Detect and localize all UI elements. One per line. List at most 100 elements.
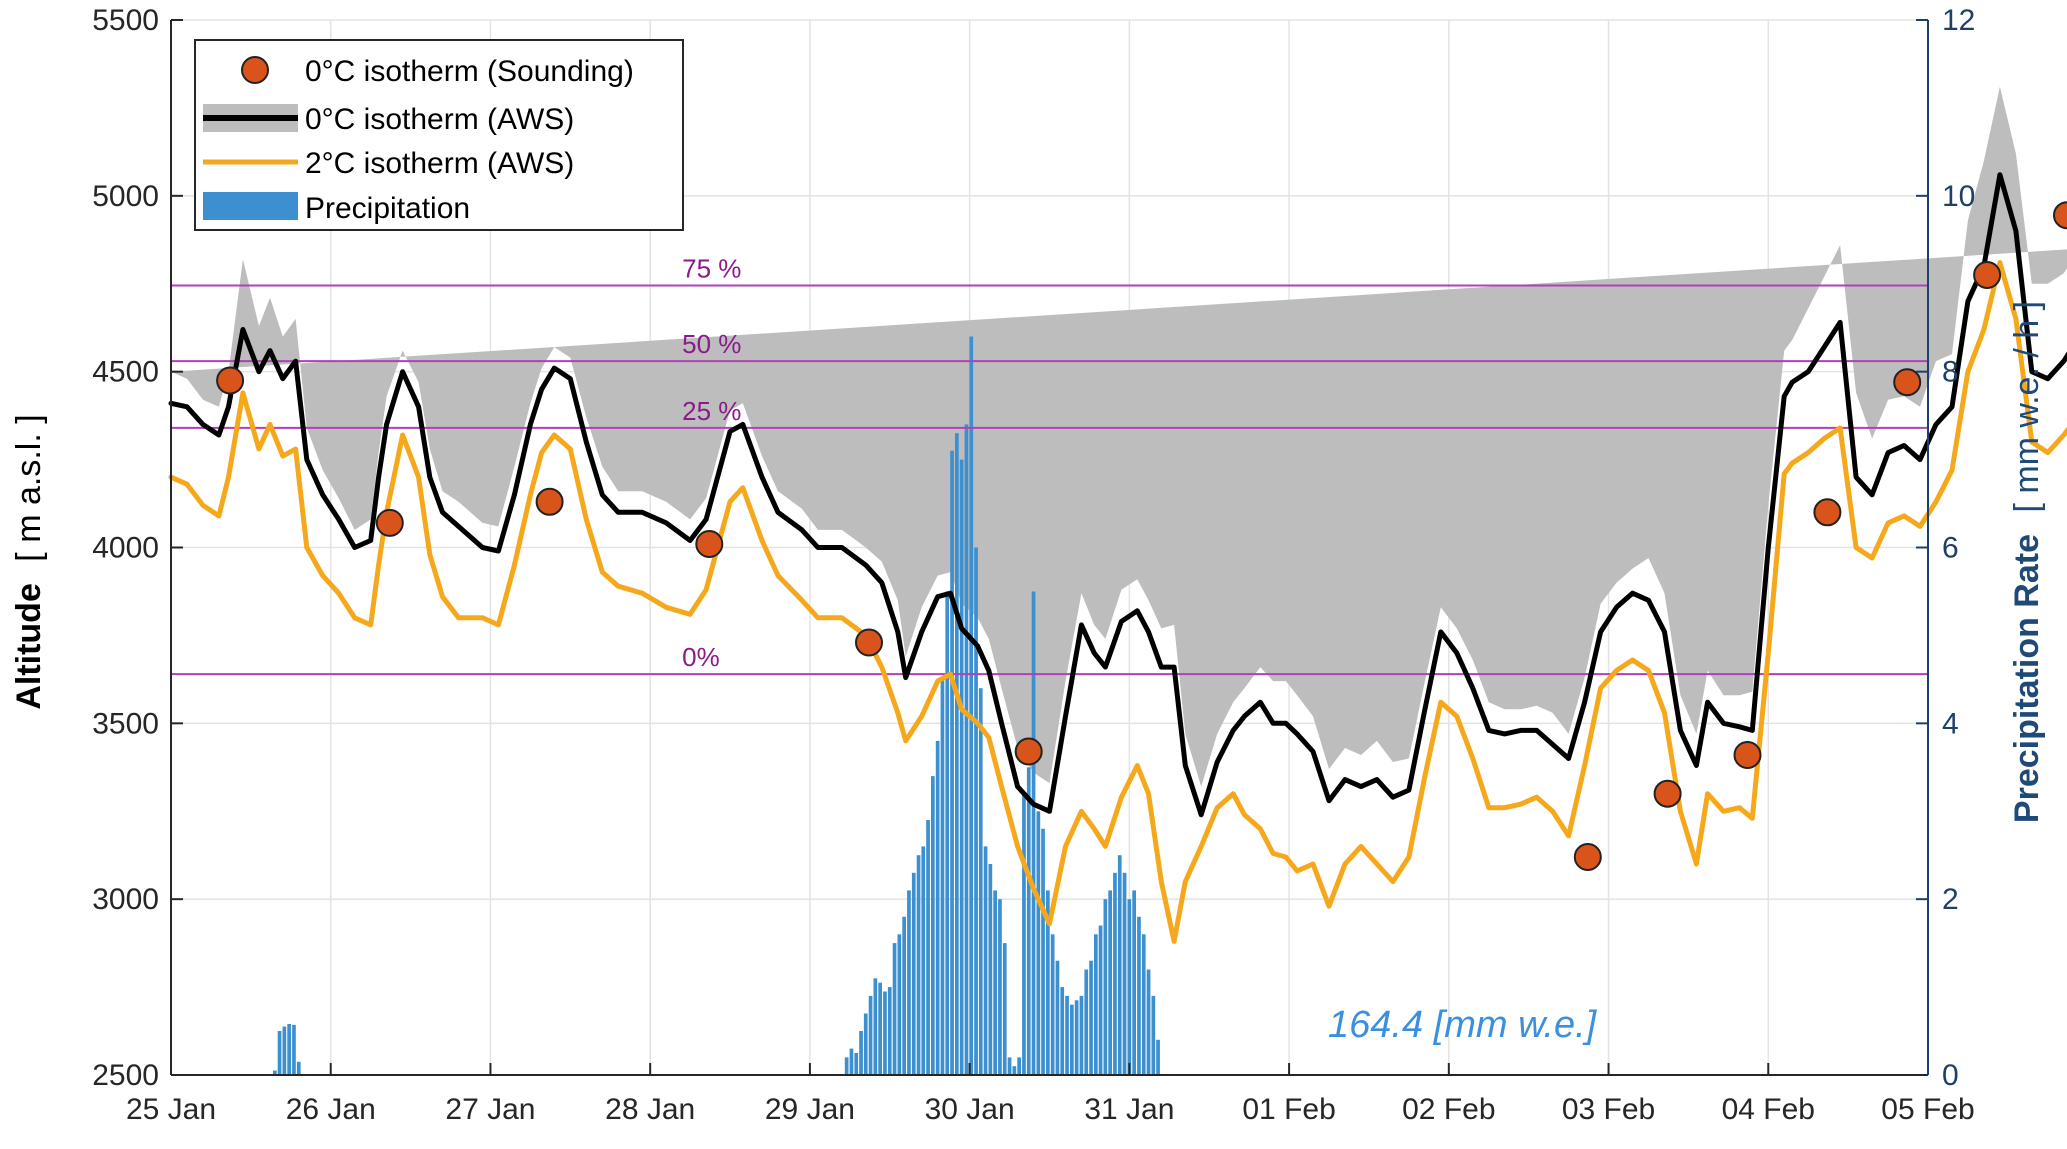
y-left-tick-label: 3500 — [92, 707, 159, 740]
right-axis-label: Precipitation Rate [ mm w.e. / h ] — [2008, 301, 2046, 823]
precipitation-bar — [955, 433, 959, 1075]
axes — [170, 19, 1929, 1076]
precipitation-bar — [1026, 767, 1031, 1075]
precipitation-bar — [296, 1061, 301, 1075]
precipitation-bar — [1113, 872, 1117, 1075]
svg-text:Precipitation Rate [ mm: Precipitation Rate [ mm w.e. / h ] — [2008, 301, 2046, 823]
precipitation-bar — [907, 890, 911, 1075]
precipitation-bar — [292, 1024, 296, 1075]
precipitation-bar — [1132, 890, 1136, 1075]
precipitation-bar — [1022, 793, 1026, 1075]
x-tick-label: 27 Jan — [445, 1093, 535, 1126]
precipitation-bar — [993, 890, 997, 1075]
legend-sounding-label: 0°C isotherm (Sounding) — [305, 55, 634, 88]
sounding-point — [1973, 261, 2002, 289]
precipitation-bar — [1117, 855, 1122, 1075]
reference-line-label: 75 % — [682, 254, 741, 284]
isotherm-0c-aws-line — [168, 172, 2067, 818]
legend-precip-label: Precipitation — [305, 192, 470, 225]
y-right-tick-label: 8 — [1942, 356, 1959, 389]
precipitation-bar — [1017, 1057, 1021, 1075]
precipitation-bar — [926, 820, 930, 1075]
sounding-point — [1653, 779, 1682, 808]
precipitation-bar — [931, 776, 935, 1075]
reference-line-label: 0% — [682, 642, 720, 672]
precipitation-bar — [902, 916, 906, 1076]
svg-text:Altitude [ m a.s.l. ]: Altitude [ m a.s.l. ] — [10, 414, 48, 709]
precipitation-bar — [287, 1024, 291, 1075]
total-annotation: 164.4 [mm w.e.] — [1328, 1004, 1598, 1046]
precipitation-bar — [1041, 828, 1045, 1075]
precipitation-bar — [1137, 916, 1141, 1076]
x-tick-label: 05 Feb — [1881, 1093, 1974, 1126]
precipitation-bar — [1050, 934, 1055, 1075]
x-tick-label: 01 Feb — [1242, 1093, 1335, 1126]
precipitation-bar — [1122, 872, 1127, 1075]
precipitation-bar — [273, 1070, 277, 1075]
precipitation-bar — [1002, 943, 1007, 1075]
x-tick-label: 28 Jan — [605, 1093, 695, 1126]
precipitation-bar — [935, 740, 940, 1075]
precipitation-bar — [1127, 899, 1132, 1075]
precipitation-bar — [911, 872, 916, 1075]
left-axis-label-bold: Altitude — [10, 583, 48, 710]
sounding-point — [1733, 741, 1762, 769]
sounding-point — [695, 530, 724, 558]
reference-lines: 75 % 50 % 25 % 0% — [171, 254, 1928, 676]
sounding-point — [1573, 843, 1602, 871]
x-tick-label: 25 Jan — [126, 1093, 216, 1126]
y-right-tick-label: 0 — [1942, 1059, 1959, 1092]
right-axis-label-bold: Precipitation Rate — [2008, 534, 2046, 823]
y-left-tick-label: 5500 — [92, 4, 159, 37]
precipitation-bar — [978, 688, 983, 1075]
legend: 0°C isotherm (Sounding) 0°C isotherm (AW… — [194, 39, 684, 231]
precipitation-bar — [1098, 925, 1103, 1075]
reference-line-label: 50 % — [682, 329, 741, 359]
precipitation-bar — [1012, 1066, 1017, 1075]
legend-2c-label: 2°C isotherm (AWS) — [305, 147, 574, 180]
sounding-point — [216, 366, 245, 395]
y-left-tick-label: 3000 — [92, 883, 159, 916]
sounding-point — [1813, 498, 1842, 527]
precipitation-bar — [1036, 811, 1041, 1076]
precipitation-bar — [959, 459, 964, 1076]
precipitation-bar — [969, 336, 974, 1075]
sounding-point — [1014, 737, 1043, 766]
precipitation-bar — [964, 424, 969, 1075]
precipitation-bar — [988, 864, 993, 1075]
precipitation-bar — [1108, 890, 1112, 1075]
precipitation-bar — [950, 450, 954, 1075]
precipitation-bar — [859, 1031, 863, 1075]
precipitation-bar — [983, 846, 988, 1075]
precipitation-bar — [1046, 890, 1050, 1075]
precipitation-bar — [1146, 969, 1151, 1075]
precipitation-bar — [921, 846, 926, 1075]
right-axis-label-unit: [ mm w.e. / h ] — [2008, 301, 2046, 513]
precipitation-bar — [1151, 995, 1156, 1075]
precipitation-bar — [897, 934, 902, 1075]
precipitation-bar — [868, 995, 873, 1075]
precipitation-bar — [282, 1026, 287, 1075]
sounding-point — [855, 628, 883, 657]
x-tick-label: 03 Feb — [1562, 1093, 1655, 1126]
precipitation-bar — [878, 982, 882, 1075]
precipitation-bar — [1055, 960, 1060, 1075]
precipitation-bar — [854, 1053, 859, 1075]
x-tick-label: 26 Jan — [286, 1093, 376, 1126]
isotherm-2c-line — [168, 260, 2067, 944]
precipitation-bar — [974, 547, 978, 1075]
y-right-tick-label: 4 — [1942, 707, 1959, 740]
aws-0c-band — [171, 86, 2067, 787]
precipitation-bar — [1156, 1039, 1160, 1075]
x-tick-label: 04 Feb — [1722, 1093, 1815, 1126]
precipitation-bar — [1084, 969, 1089, 1075]
left-axis-label: Altitude [ m a.s.l. ] — [10, 414, 48, 709]
precipitation-bar — [849, 1048, 854, 1075]
sounding-points — [216, 201, 2067, 871]
precipitation-bar — [940, 679, 945, 1075]
precipitation-bar — [1070, 1004, 1074, 1075]
precipitation-bar — [1060, 987, 1065, 1075]
y-left-tick-label: 5000 — [92, 180, 159, 213]
y-left-tick-label: 4500 — [92, 356, 159, 389]
